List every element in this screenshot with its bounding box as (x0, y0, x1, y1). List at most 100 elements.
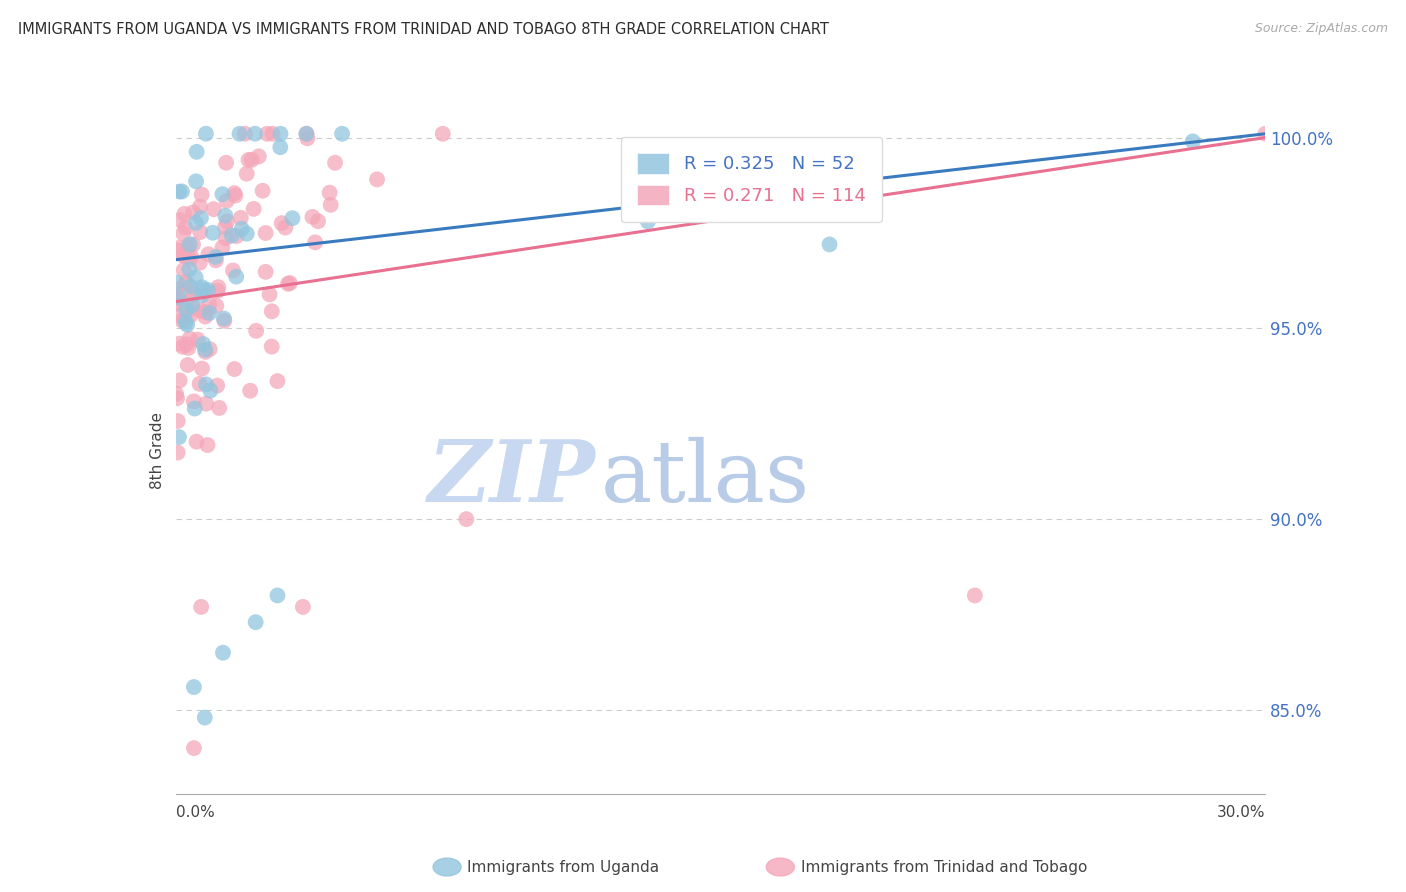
Point (262, 127, 284, 141)
Point (186, 434, 208, 449)
Point (231, 222, 253, 236)
Point (319, 198, 342, 212)
Point (174, 220, 197, 235)
Point (204, 250, 226, 264)
Point (200, 384, 222, 398)
Point (245, 324, 267, 338)
Point (195, 397, 218, 411)
Point (172, 227, 194, 241)
Point (179, 309, 201, 323)
Point (197, 438, 219, 452)
Point (177, 358, 200, 372)
Point (212, 311, 235, 326)
Point (224, 362, 246, 376)
Point (238, 153, 260, 167)
Point (215, 214, 238, 228)
Point (181, 298, 204, 312)
Point (260, 340, 283, 354)
Point (211, 187, 233, 202)
Point (194, 710, 217, 724)
Point (186, 145, 208, 159)
Point (207, 280, 229, 294)
Point (254, 265, 277, 279)
Point (229, 211, 252, 225)
Point (198, 342, 221, 356)
Point (432, 127, 454, 141)
Point (202, 202, 225, 217)
Point (274, 220, 297, 235)
Point (179, 237, 201, 252)
Point (190, 187, 212, 202)
Point (252, 184, 274, 198)
Point (174, 275, 197, 289)
Point (179, 252, 201, 266)
Point (266, 374, 288, 388)
Point (1254, 127, 1277, 141)
Point (197, 247, 219, 261)
Point (211, 241, 233, 255)
Point (176, 318, 198, 332)
Point (198, 297, 221, 311)
Point (176, 337, 198, 351)
Point (212, 646, 235, 660)
Point (166, 414, 188, 428)
Point (191, 361, 214, 376)
Point (269, 140, 291, 154)
Point (281, 211, 304, 226)
Point (295, 127, 318, 141)
Point (190, 304, 212, 318)
Point (193, 283, 215, 297)
Point (174, 249, 197, 263)
Point (197, 283, 219, 297)
Point (205, 378, 228, 392)
Point (242, 202, 264, 216)
Point (193, 337, 215, 351)
Point (180, 249, 202, 263)
Point (266, 589, 288, 603)
Point (183, 301, 205, 316)
Point (188, 256, 211, 270)
Point (208, 401, 231, 415)
Text: IMMIGRANTS FROM UGANDA VS IMMIGRANTS FROM TRINIDAD AND TOBAGO 8TH GRADE CORRELAT: IMMIGRANTS FROM UGANDA VS IMMIGRANTS FRO… (18, 22, 830, 37)
Point (179, 331, 201, 345)
Point (243, 127, 266, 141)
Point (181, 205, 204, 219)
Point (221, 228, 243, 243)
Point (240, 153, 263, 167)
Point (637, 214, 659, 228)
Point (167, 185, 190, 199)
Point (260, 304, 283, 318)
Circle shape (433, 858, 461, 876)
Point (301, 210, 323, 224)
Point (228, 127, 250, 141)
Point (190, 211, 212, 226)
Point (173, 207, 195, 221)
Point (169, 213, 191, 227)
Point (176, 240, 198, 254)
Point (291, 599, 314, 614)
Point (295, 127, 318, 141)
Point (166, 308, 188, 322)
Point (818, 237, 841, 252)
Point (184, 174, 207, 188)
Point (174, 315, 197, 329)
Point (194, 343, 217, 357)
Point (183, 286, 205, 301)
Text: Source: ZipAtlas.com: Source: ZipAtlas.com (1254, 22, 1388, 36)
Point (304, 235, 326, 250)
Point (198, 306, 221, 320)
Point (330, 127, 353, 141)
Point (184, 270, 207, 285)
Point (225, 229, 247, 244)
Point (235, 227, 257, 241)
Point (190, 599, 212, 614)
Text: 0.0%: 0.0% (176, 805, 215, 821)
Point (277, 277, 299, 291)
Point (173, 263, 195, 277)
Point (224, 186, 246, 201)
Point (1181, 135, 1204, 149)
Point (247, 149, 270, 163)
Point (456, 512, 478, 526)
Point (188, 376, 211, 391)
Point (167, 430, 190, 444)
